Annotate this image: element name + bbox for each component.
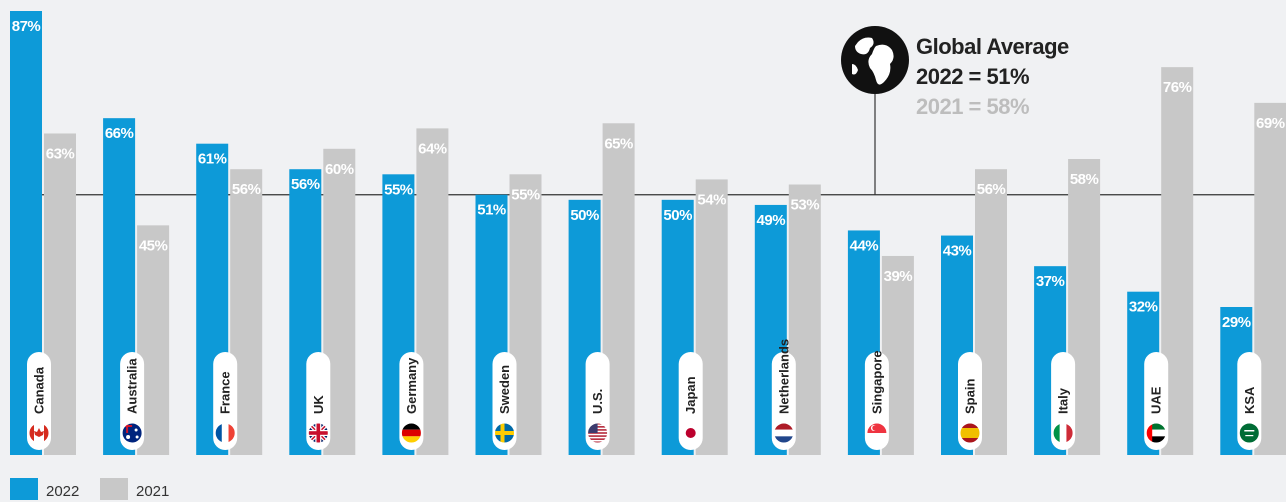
category-label-italy: Italy: [1056, 387, 1071, 414]
data-label-2022-canada: 87%: [12, 18, 41, 35]
data-label-2022-u-s: 50%: [570, 207, 599, 224]
data-label-2022-sweden: 51%: [477, 202, 506, 219]
data-label-2022-netherlands: 49%: [757, 212, 786, 229]
data-label-2022-france: 61%: [198, 151, 227, 168]
data-label-2022-australia: 66%: [105, 125, 134, 142]
japan-flag-icon: [680, 422, 702, 444]
data-label-2022-uk: 56%: [291, 176, 320, 193]
us-flag-icon: [587, 422, 609, 444]
category-label-spain: Spain: [963, 379, 978, 414]
category-label-canada: Canada: [32, 366, 47, 414]
data-label-2021-germany: 64%: [418, 140, 447, 157]
data-label-2021-australia: 45%: [139, 237, 168, 254]
category-label-netherlands: Netherlands: [776, 339, 791, 414]
uae-flag-icon: [1145, 422, 1167, 444]
data-label-2021-u-s: 65%: [604, 135, 633, 152]
category-label-sweden: Sweden: [497, 365, 512, 414]
category-label-singapore: Singapore: [869, 350, 884, 414]
data-label-2021-uk: 60%: [325, 161, 354, 178]
legend: 2022 2021: [10, 478, 169, 500]
data-label-2022-japan: 50%: [663, 207, 692, 224]
annotation-previous: 2021 = 58%: [916, 94, 1029, 119]
data-label-2021-italy: 58%: [1070, 171, 1099, 188]
germany-flag-icon: [400, 422, 422, 444]
annotation-title: Global Average: [916, 34, 1069, 59]
data-label-2021-netherlands: 53%: [791, 197, 820, 214]
data-label-2022-singapore: 44%: [850, 237, 879, 254]
australia-flag-icon: [121, 422, 143, 444]
globe-icon: [841, 26, 909, 94]
data-label-2021-sweden: 55%: [511, 186, 540, 203]
category-label-ksa: KSA: [1242, 386, 1257, 414]
legend-swatch-2021: [100, 478, 128, 500]
spain-flag-icon: [959, 422, 981, 444]
data-label-2021-ksa: 69%: [1256, 115, 1285, 132]
uk-flag-icon: [307, 422, 329, 444]
category-label-japan: Japan: [683, 376, 698, 414]
legend-swatch-2022: [10, 478, 38, 500]
ksa-flag-icon: [1238, 422, 1260, 444]
category-label-uae: UAE: [1149, 386, 1164, 414]
data-label-2021-japan: 54%: [697, 191, 726, 208]
data-label-2021-uae: 76%: [1163, 79, 1192, 96]
france-flag-icon: [214, 422, 236, 444]
category-label-australia: Australia: [125, 358, 140, 414]
data-label-2022-spain: 43%: [943, 243, 972, 260]
category-label-france: France: [218, 371, 233, 414]
data-label-2021-singapore: 39%: [884, 268, 913, 285]
netherlands-flag-icon: [773, 422, 795, 444]
category-label-u-s: U.S.: [590, 389, 605, 414]
data-label-2021-spain: 56%: [977, 181, 1006, 198]
category-label-uk: UK: [311, 395, 326, 414]
annotation-current: 2022 = 51%: [916, 64, 1029, 89]
sweden-flag-icon: [494, 422, 515, 444]
data-label-2022-italy: 37%: [1036, 273, 1065, 290]
canada-flag-icon: [28, 422, 50, 444]
category-label-germany: Germany: [404, 357, 419, 414]
data-label-2021-france: 56%: [232, 181, 261, 198]
data-label-2021-canada: 63%: [46, 145, 75, 162]
legend-label-2021: 2021: [136, 483, 169, 500]
data-label-2022-uae: 32%: [1129, 299, 1158, 316]
data-label-2022-germany: 55%: [384, 181, 413, 198]
legend-label-2022: 2022: [46, 483, 79, 500]
singapore-flag-icon: [866, 422, 888, 444]
italy-flag-icon: [1052, 422, 1074, 444]
data-label-2022-ksa: 29%: [1222, 314, 1251, 331]
